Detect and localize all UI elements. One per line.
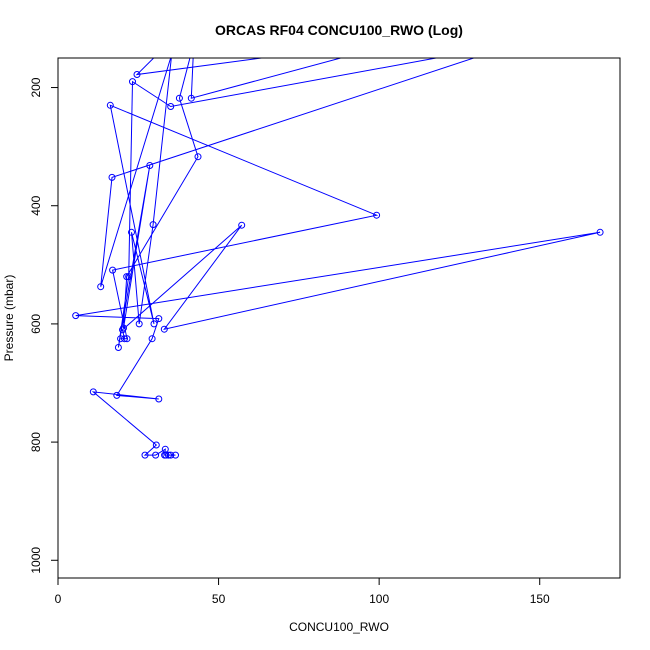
- data-point: [175, 94, 183, 102]
- y-tick-label: 200: [29, 77, 43, 97]
- y-tick-label: 1000: [29, 547, 43, 574]
- data-point: [123, 273, 131, 281]
- data-point: [373, 211, 381, 219]
- data-point: [596, 228, 604, 236]
- data-point: [108, 173, 116, 181]
- data-point: [114, 344, 122, 351]
- data-point: [128, 228, 135, 236]
- data-point: [155, 395, 163, 403]
- x-tick-label: 150: [530, 592, 550, 606]
- data-point: [161, 445, 169, 453]
- data-point: [72, 312, 80, 320]
- data-point: [133, 71, 141, 78]
- data-point: [141, 451, 149, 459]
- series-layer: [72, 58, 604, 459]
- x-tick-label: 50: [212, 592, 226, 606]
- y-axis-label: Pressure (mbar): [2, 275, 16, 362]
- data-point: [146, 162, 154, 169]
- x-axis-label: CONCU100_RWO: [289, 620, 389, 634]
- data-point: [165, 451, 172, 459]
- x-tick-label: 0: [55, 592, 62, 606]
- data-point: [97, 283, 105, 291]
- data-point: [194, 153, 202, 161]
- x-axis: 0 50 100 150: [55, 577, 550, 606]
- data-point: [120, 324, 127, 332]
- x-tick-label: 100: [369, 592, 389, 606]
- data-point: [109, 266, 117, 274]
- data-point: [106, 101, 114, 109]
- y-tick-label: 600: [29, 314, 43, 334]
- data-point: [148, 335, 156, 343]
- data-point: [238, 221, 246, 229]
- data-point: [121, 335, 128, 343]
- data-point: [135, 320, 143, 328]
- data-point: [152, 441, 160, 449]
- data-point: [150, 320, 158, 328]
- chart-title: ORCAS RF04 CONCU100_RWO (Log): [215, 22, 463, 38]
- y-axis: 200 400 600 800 1000: [29, 77, 59, 574]
- data-point: [113, 391, 121, 399]
- data-point: [152, 451, 160, 459]
- data-point: [160, 325, 168, 333]
- data-point: [123, 335, 131, 343]
- points-layer: [72, 71, 604, 459]
- y-tick-label: 800: [29, 432, 43, 452]
- data-point: [129, 78, 136, 86]
- data-point: [155, 315, 163, 323]
- data-point: [172, 451, 179, 459]
- data-point: [187, 94, 195, 102]
- data-point: [125, 273, 133, 281]
- data-point: [167, 103, 175, 110]
- data-point: [89, 388, 97, 396]
- series-line: [75, 58, 601, 456]
- data-point: [149, 221, 157, 229]
- y-tick-label: 400: [29, 195, 43, 215]
